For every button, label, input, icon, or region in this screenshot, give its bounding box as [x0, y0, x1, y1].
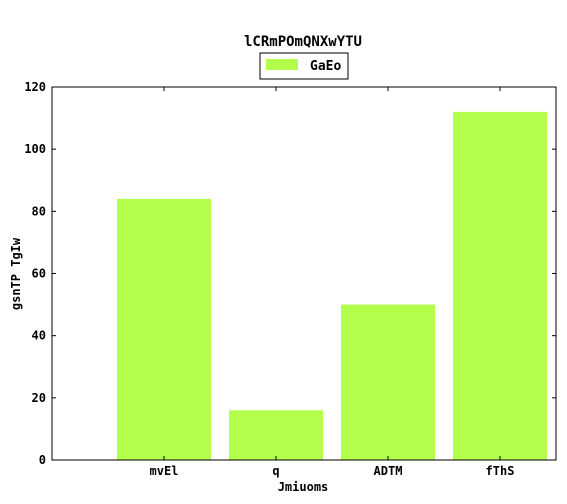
bar-mvEl — [116, 198, 212, 460]
y-tick-label: 0 — [39, 453, 46, 467]
legend-swatch — [266, 59, 298, 70]
x-tick-label: q — [272, 464, 279, 478]
x-tick-label: mvEl — [150, 464, 179, 478]
x-tick-label: fThS — [486, 464, 515, 478]
bars — [116, 111, 548, 460]
y-tick-label: 40 — [32, 329, 46, 343]
bar-q — [228, 410, 324, 460]
x-axis-label: Jmiuoms — [278, 480, 329, 494]
legend: GaEo — [259, 52, 349, 80]
bar-ADTM — [340, 304, 436, 460]
plot-area-frame — [51, 86, 557, 461]
y-axis-ticks: 0 20 40 60 80 100 120 — [24, 80, 556, 467]
y-axis-label: gsnTP TgIw — [9, 237, 23, 310]
y-tick-label: 60 — [32, 267, 46, 281]
bar-fThS — [452, 111, 548, 460]
legend-label: GaEo — [310, 59, 341, 74]
y-tick-label: 80 — [32, 204, 46, 218]
x-axis-ticks: mvEl q ADTM fThS — [150, 87, 515, 478]
y-tick-label: 20 — [32, 391, 46, 405]
x-tick-label: ADTM — [374, 464, 403, 478]
y-tick-label: 120 — [24, 80, 46, 94]
chart-title: lCRmPOmQNXwYTU — [244, 34, 362, 50]
y-tick-label: 100 — [24, 142, 46, 156]
